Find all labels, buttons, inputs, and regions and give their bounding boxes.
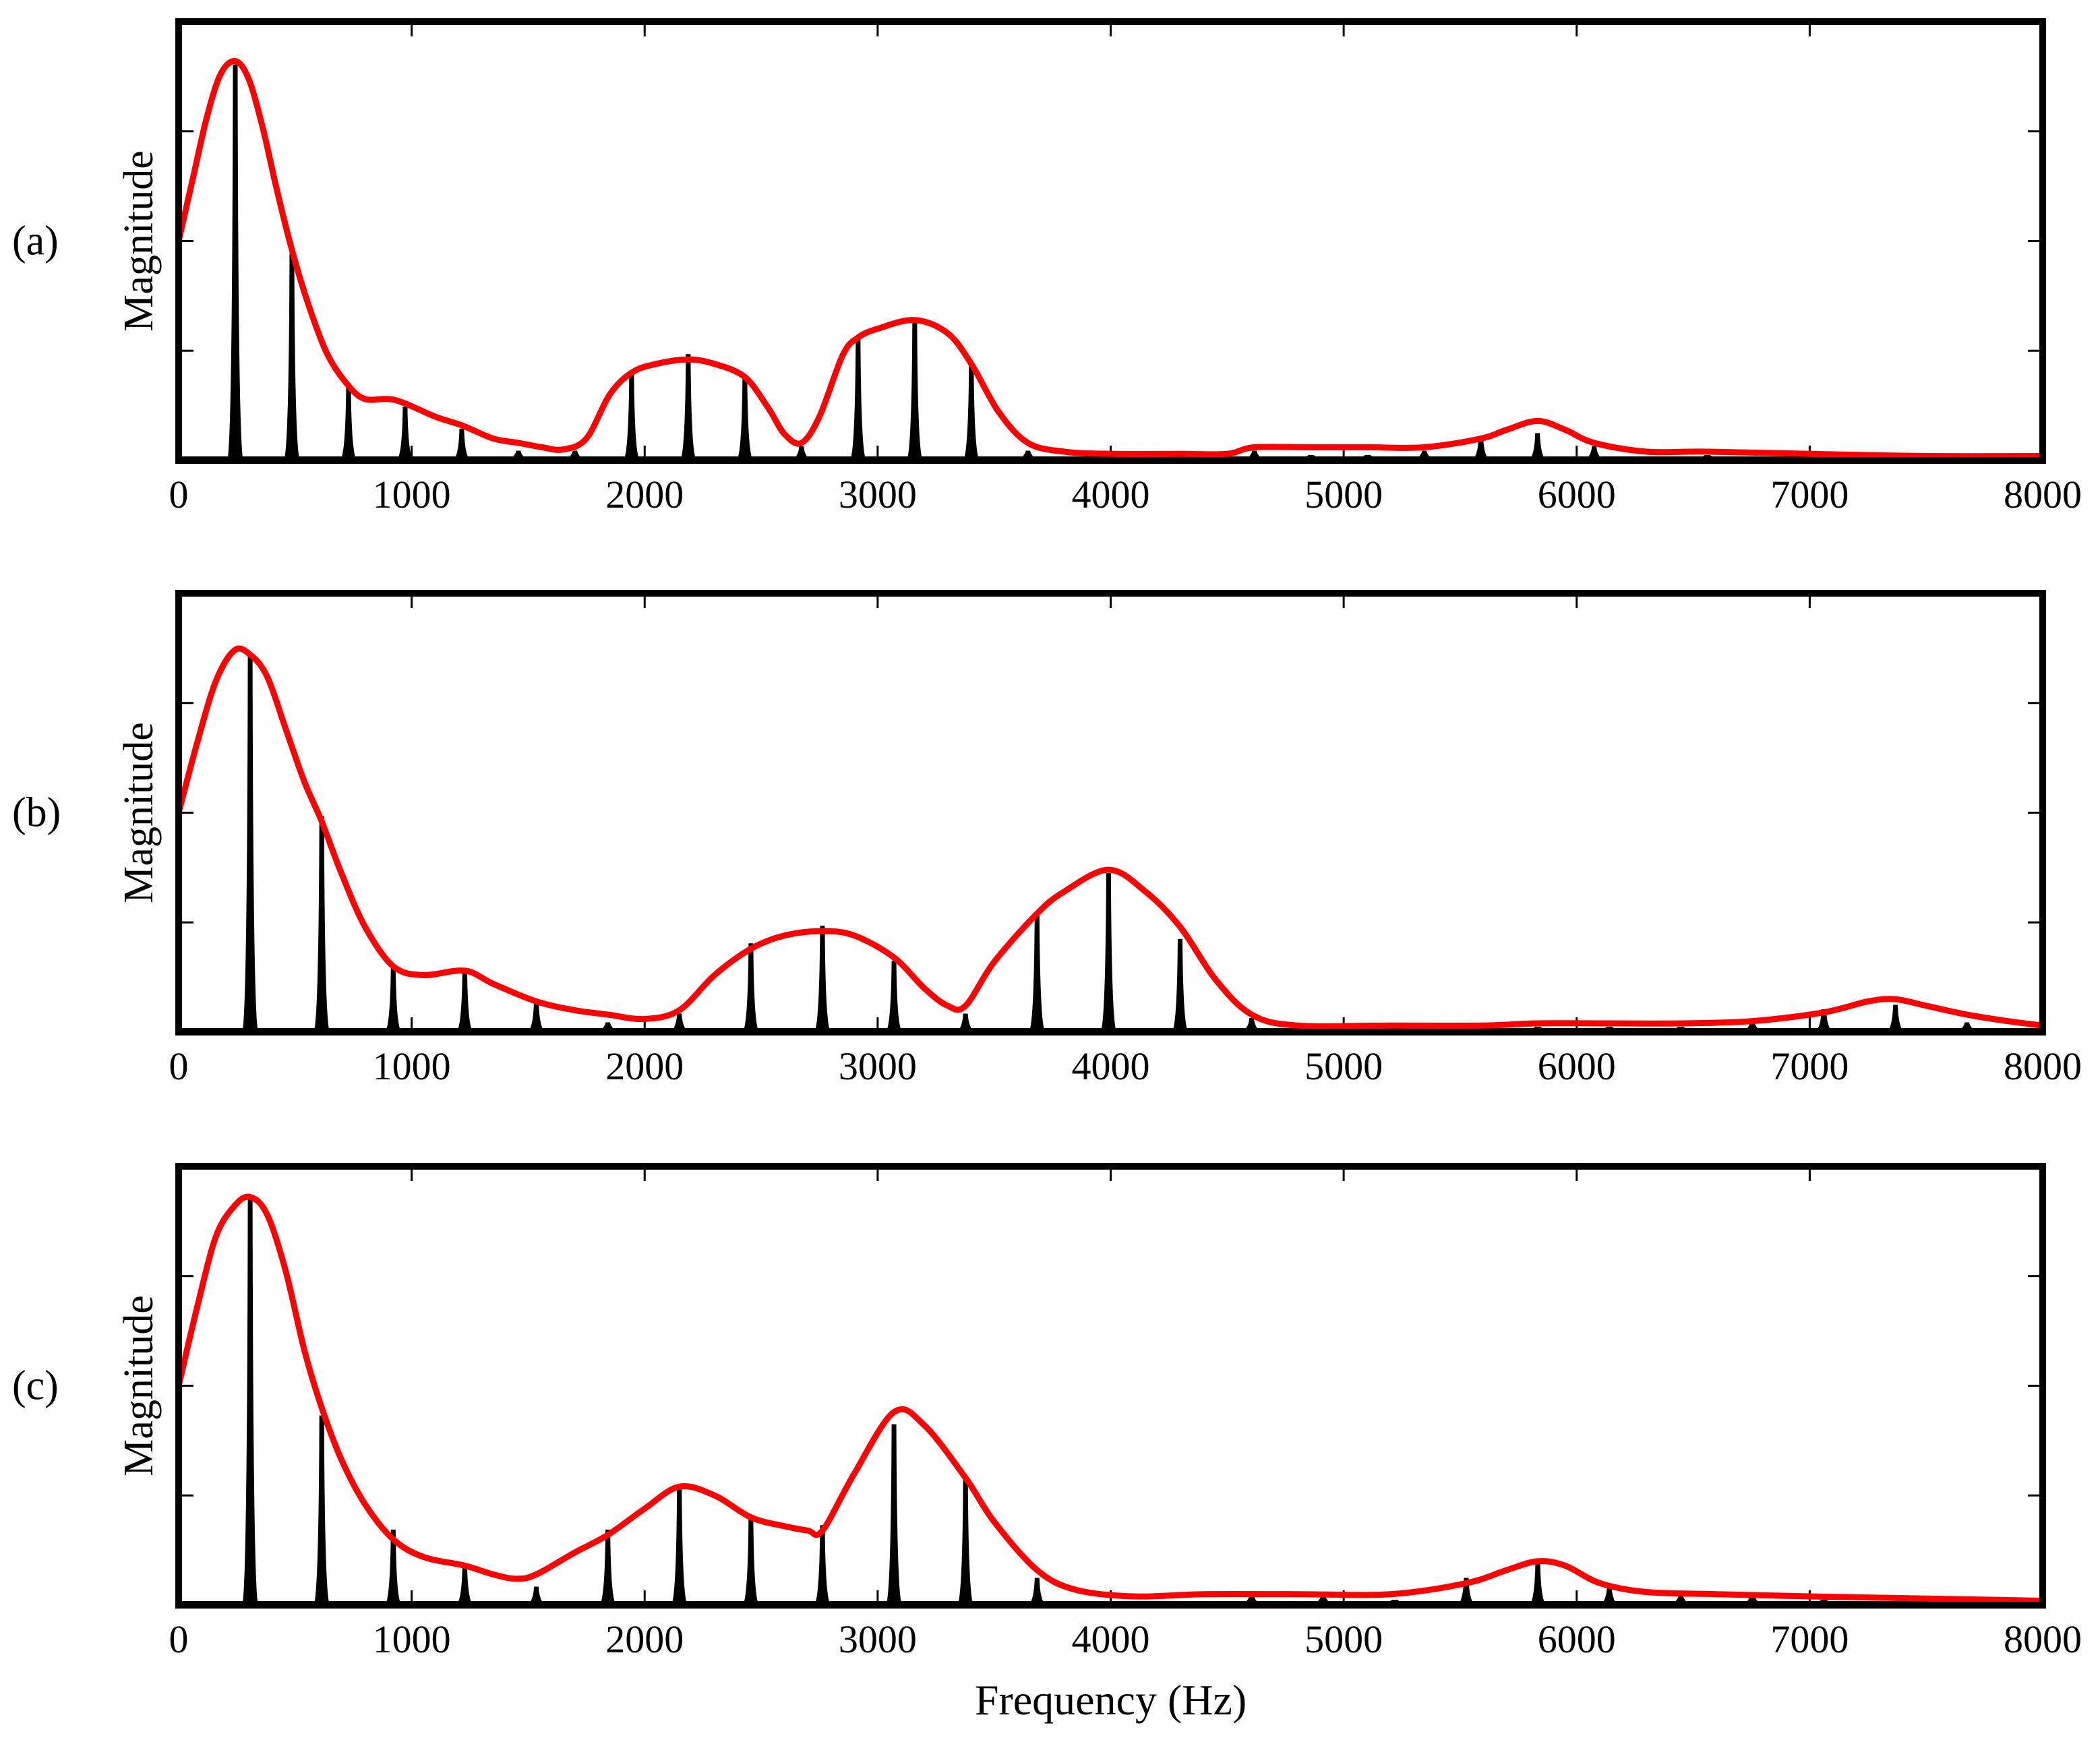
spectral-peak (849, 336, 867, 460)
y-axis-label: Magnitude (116, 722, 162, 903)
y-axis-label: Magnitude (116, 150, 162, 332)
spectral-peak (742, 1516, 760, 1605)
x-tick-label: 8000 (2004, 1617, 2082, 1661)
spectral-peak (599, 1529, 617, 1605)
spectral-peak (1886, 1004, 1904, 1032)
panel-label: (c) (12, 1363, 59, 1409)
spectral-peak (884, 1424, 903, 1605)
x-tick-label: 3000 (839, 473, 917, 516)
x-tick-label: 2000 (605, 1044, 684, 1088)
spectral-peak (884, 961, 903, 1032)
spectral-peak (957, 1476, 975, 1605)
spectral-peak (1028, 912, 1046, 1032)
spectral-peak (241, 653, 260, 1032)
envelope-line (179, 645, 2043, 1029)
spectral-peak (1171, 938, 1189, 1032)
spectral-peak (313, 1415, 331, 1605)
spectral-peak (339, 384, 358, 460)
x-tick-label: 1000 (373, 1044, 451, 1088)
x-tick-label: 5000 (1304, 1044, 1383, 1088)
spectral-peak (905, 319, 924, 460)
x-tick-label: 7000 (1770, 1044, 1849, 1088)
spectral-peak (313, 816, 331, 1032)
spectral-peak (1100, 873, 1118, 1032)
spectral-peak (813, 1525, 832, 1605)
spectral-peak (452, 428, 471, 460)
x-tick-label: 6000 (1538, 473, 1616, 516)
x-tick-label: 0 (169, 473, 189, 516)
x-tick-label: 8000 (2004, 473, 2082, 516)
plot-area (179, 58, 2043, 460)
spectral-peak (1028, 1578, 1046, 1605)
x-tick-label: 0 (169, 1044, 189, 1088)
spectral-peak (456, 969, 474, 1032)
spectral-peak (736, 376, 754, 460)
x-tick-label: 2000 (605, 1617, 684, 1661)
spectral-peak (384, 1529, 402, 1605)
x-tick-label: 3000 (839, 1044, 917, 1088)
envelope-line (179, 58, 2043, 460)
x-tick-label: 2000 (605, 473, 684, 516)
axes-frame (175, 1163, 2046, 1609)
x-tick-label: 7000 (1770, 1617, 1849, 1661)
x-tick-label: 6000 (1538, 1617, 1616, 1661)
x-tick-label: 4000 (1072, 473, 1150, 516)
spectral-peak (813, 926, 832, 1032)
y-axis-label: Magnitude (116, 1295, 162, 1476)
panel-b: 0 1000 2000 3000 4000 5000 6000 7000 8000 Magnitu… (12, 590, 2082, 1088)
x-tick-label: 1000 (373, 473, 451, 516)
spectral-peak (1528, 433, 1547, 460)
spectral-peak (679, 354, 697, 460)
spectral-peak (622, 371, 641, 460)
x-tick-label: 5000 (1304, 1617, 1383, 1661)
spectral-peak (384, 965, 402, 1032)
spectral-peak (670, 1485, 688, 1605)
x-axis-label: Frequency (Hz) (975, 1676, 1247, 1724)
panel-c: 0 1000 2000 3000 4000 5000 6000 7000 8000 Magnitu… (12, 1163, 2082, 1724)
spectral-peak (396, 407, 415, 460)
x-tick-label: 6000 (1538, 1044, 1616, 1088)
spectral-peak (1528, 1560, 1547, 1605)
spectral-peak (241, 1196, 260, 1605)
panel-label: (a) (12, 218, 59, 264)
envelope-line (179, 1193, 2043, 1604)
x-tick-label: 8000 (2004, 1044, 2082, 1088)
x-tick-label: 1000 (373, 1617, 451, 1661)
x-tick-label: 4000 (1072, 1617, 1150, 1661)
spectral-peak (226, 64, 245, 460)
plot-area (179, 1193, 2043, 1605)
axes-frame (175, 590, 2046, 1036)
spectral-peak (282, 253, 301, 460)
spectral-peak (742, 943, 760, 1032)
panel-a: 0 1000 2000 3000 4000 5000 6000 7000 8000 Magnitu… (12, 18, 2082, 516)
plot-area (179, 645, 2043, 1032)
x-tick-label: 4000 (1072, 1044, 1150, 1088)
spectral-peak (456, 1564, 474, 1605)
x-tick-label: 3000 (839, 1617, 917, 1661)
x-tick-label: 0 (169, 1617, 189, 1661)
x-tick-label: 7000 (1770, 473, 1849, 516)
x-tick-label: 5000 (1304, 473, 1383, 516)
panel-label: (b) (12, 790, 61, 836)
axes-frame (175, 18, 2046, 464)
